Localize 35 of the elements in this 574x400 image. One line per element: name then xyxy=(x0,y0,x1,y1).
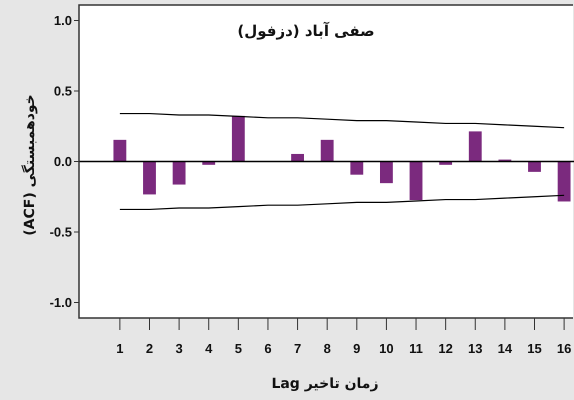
bar xyxy=(468,131,482,162)
x-tick-label: 5 xyxy=(234,341,242,356)
x-tick-label: 15 xyxy=(527,341,542,356)
bar xyxy=(558,161,571,202)
x-tick-label: 12 xyxy=(438,341,453,356)
x-tick-label: 4 xyxy=(205,341,214,356)
bar xyxy=(172,161,186,185)
bar xyxy=(320,140,334,162)
y-tick-label: 1.0 xyxy=(54,13,72,28)
x-tick-label: 9 xyxy=(353,341,360,356)
text: صفی آباد (دزفول) xyxy=(237,21,375,40)
line-series xyxy=(119,112,565,128)
x-tick-label: 1 xyxy=(116,341,124,356)
y-tick-label: 0.0 xyxy=(54,154,72,169)
x-tick-label: 13 xyxy=(468,341,482,356)
x-tick-label: 6 xyxy=(264,341,272,356)
y-tick-label: -0.5 xyxy=(50,224,72,240)
bar xyxy=(232,116,245,162)
x-tick-label: 14 xyxy=(498,341,513,356)
bar xyxy=(410,161,422,200)
bar xyxy=(143,161,156,194)
x-tick-label: 8 xyxy=(324,341,331,356)
x-axis-title: زمان تاخیر Lag xyxy=(271,376,379,392)
x-tick-label: 7 xyxy=(294,341,302,356)
line-series xyxy=(119,194,565,210)
x-tick-label: 3 xyxy=(175,341,183,356)
bar xyxy=(113,140,126,162)
x-tick-label: 11 xyxy=(409,341,423,356)
bar xyxy=(380,161,393,184)
x-tick-label: 10 xyxy=(379,341,394,356)
y-tick-label: 0.5 xyxy=(54,84,72,99)
y-tick-label: -1.0 xyxy=(50,294,72,310)
x-tick-label: 2 xyxy=(146,341,154,356)
y-axis-title: خودهمبستگی (ACF) xyxy=(21,94,38,236)
x-tick-label: 16 xyxy=(556,341,572,356)
